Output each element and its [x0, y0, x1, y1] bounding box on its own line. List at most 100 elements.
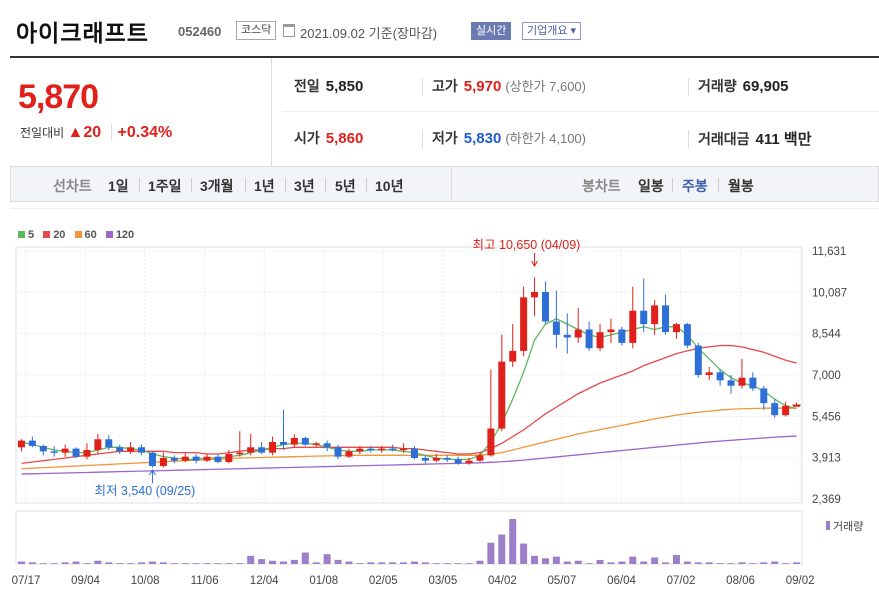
- tab-3m[interactable]: 3개월: [200, 178, 234, 194]
- candle-body: [498, 361, 506, 429]
- y-tick-label: 8,544: [812, 329, 841, 341]
- stock-chart[interactable]: 5 20 60 120 11,631 10,087 8,544 7,000 5,456 3…: [10, 208, 879, 600]
- candle-body: [28, 440, 36, 446]
- volume-bar: [72, 561, 80, 564]
- volume-bar: [225, 563, 233, 564]
- y-tick-label: 5,456: [812, 411, 841, 423]
- prev-close: 전일 5,850: [294, 76, 363, 96]
- tab-10y[interactable]: 10년: [375, 178, 404, 194]
- volume-bar: [410, 561, 418, 564]
- volume-bar: [782, 563, 790, 564]
- company-info-dropdown[interactable]: 기업개요 ▾: [522, 22, 582, 40]
- legend-ma20-label: 20: [53, 229, 66, 241]
- market-badge: 코스닥: [236, 21, 277, 40]
- low-price: 저가 5,830 (하한가 4,100): [432, 128, 586, 148]
- candle-body: [640, 310, 648, 325]
- tab-5y[interactable]: 5년: [335, 178, 356, 194]
- y-tick-label: 3,913: [812, 453, 841, 465]
- candle-body: [476, 455, 484, 461]
- candle-body: [356, 448, 364, 452]
- volume-bar: [61, 562, 69, 564]
- stock-code: 052460: [178, 24, 222, 39]
- candle-body: [400, 448, 408, 451]
- candle-body: [520, 297, 528, 351]
- amount-value: 411 백만: [755, 131, 812, 148]
- volume-bar: [683, 561, 691, 564]
- volume-bar: [312, 562, 320, 564]
- tab-monthly[interactable]: 월봉: [728, 178, 754, 194]
- tab-1d[interactable]: 1일: [108, 178, 129, 194]
- open-value: 5,860: [325, 130, 364, 147]
- prev-close-label: 전일: [294, 78, 320, 94]
- volume-bar: [94, 560, 102, 564]
- volume-bar: [279, 561, 287, 564]
- x-tick-label: 04/02: [488, 575, 517, 587]
- volume-bar: [531, 555, 539, 564]
- volume-bar: [793, 562, 801, 564]
- candle-body: [454, 459, 462, 464]
- volume-bar: [378, 562, 386, 564]
- ma-legend: 5 20 60 120: [18, 229, 140, 241]
- upper-limit: (상한가 7,600): [505, 79, 586, 94]
- divider: [672, 178, 673, 192]
- candle-body: [203, 456, 211, 461]
- candle-chart-label: 봉차트: [582, 178, 621, 194]
- volume-bar: [28, 562, 36, 564]
- x-tick-label: 01/08: [309, 575, 338, 587]
- y-tick-label: 10,087: [812, 287, 847, 299]
- volume-bar: [563, 561, 571, 564]
- volume-bar: [127, 563, 135, 564]
- price-summary: 5,870 전일대비 ▲20 +0.34% 전일 5,850 고가 5,970 (상한…: [10, 56, 879, 168]
- volume-legend-swatch: [826, 521, 830, 530]
- candle-body: [694, 345, 702, 375]
- x-tick-label: 09/04: [71, 575, 100, 587]
- volume-bar: [476, 560, 484, 564]
- volume-bar: [192, 563, 200, 564]
- stock-header: 아이크래프트 052460 코스닥 2021.09.02 기준(장마감) 실시간…: [0, 0, 879, 52]
- high-label: 고가: [432, 78, 458, 94]
- candle-body: [323, 443, 331, 448]
- volume-bar: [749, 563, 757, 564]
- divider: [245, 178, 246, 192]
- candlestick-svg[interactable]: 11,631 10,087 8,544 7,000 5,456 3,913 2,369 07/…: [10, 209, 879, 601]
- candle-body: [138, 447, 146, 453]
- volume-bar: [465, 563, 473, 564]
- candle-body: [170, 458, 178, 461]
- x-tick-label: 08/06: [726, 575, 755, 587]
- volume-bar: [236, 563, 244, 564]
- volume-bar: [148, 561, 156, 564]
- high-price: 고가 5,970 (상한가 7,600): [432, 76, 586, 96]
- volume-bar: [607, 562, 615, 564]
- divider: [325, 178, 326, 192]
- legend-ma120: 120: [105, 229, 134, 241]
- candle-body: [236, 452, 244, 455]
- chart-tabs: 선차트 1일 1주일 3개월 1년 3년 5년 10년 봉차트 일봉 주봉 월봉: [10, 166, 879, 202]
- volume-bar: [771, 561, 779, 564]
- tab-1y[interactable]: 1년: [254, 178, 275, 194]
- volume-bar: [716, 563, 724, 564]
- x-tick-label: 12/04: [250, 575, 279, 587]
- y-tick-label: 11,631: [812, 246, 846, 258]
- volume-bar: [50, 563, 58, 564]
- tab-3y[interactable]: 3년: [294, 178, 315, 194]
- x-tick-label: 07/17: [12, 575, 41, 587]
- tab-1w[interactable]: 1주일: [148, 178, 182, 194]
- x-tick-label: 06/04: [607, 575, 636, 587]
- tab-daily[interactable]: 일봉: [638, 178, 664, 194]
- volume-bar: [214, 563, 222, 564]
- candle-body: [651, 305, 659, 325]
- candle-body: [105, 439, 113, 448]
- candle-body: [596, 332, 604, 349]
- volume-bar: [105, 562, 113, 564]
- open-price: 시가 5,860: [294, 128, 363, 148]
- x-tick-label: 05/07: [548, 575, 577, 587]
- realtime-button[interactable]: 실시간: [471, 22, 512, 40]
- x-tick-label: 11/06: [191, 575, 219, 587]
- candle-body: [607, 329, 615, 333]
- candle-body: [487, 428, 495, 456]
- candle-body: [410, 448, 418, 459]
- ma60-line: [21, 407, 797, 470]
- candle-body: [760, 388, 768, 404]
- tab-weekly[interactable]: 주봉: [682, 178, 708, 194]
- candle-body: [301, 437, 309, 445]
